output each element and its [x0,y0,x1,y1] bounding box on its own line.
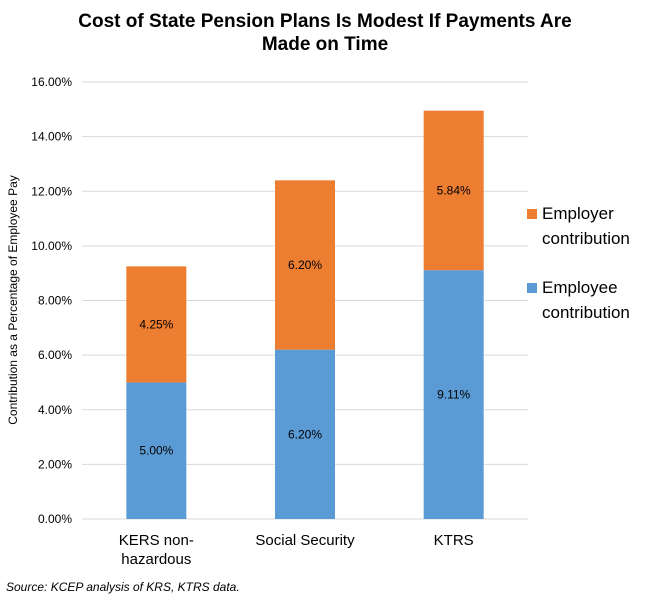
bar-employee-2 [423,270,484,519]
y-tick-label: 16.00% [31,75,72,89]
chart-title-line-1: Cost of State Pension Plans Is Modest If… [78,11,572,32]
x-tick-label-line: Social Security [255,532,355,549]
y-axis-label: Contribution as a Percentage of Employee… [6,175,20,424]
y-tick-label: 2.00% [38,457,72,471]
x-tick-label-line: KERS non- [119,532,194,549]
data-label: 5.84% [437,183,471,197]
legend-swatch [527,283,537,293]
data-label: 6.20% [288,258,322,272]
chart-title: Cost of State Pension Plans Is Modest If… [0,10,650,56]
bar-employee-1 [275,349,335,519]
chart-title-line-2: Made on Time [261,34,389,55]
stacked-bar-chart: 0.00% 2.00% 4.00% 6.00% 8.00% 10.00% 12.00% 14.… [6,75,630,568]
y-tick-label: 10.00% [31,239,72,253]
x-tick-label-line: hazardous [121,551,191,568]
x-tick-label-line: KTRS [434,532,474,549]
legend-label: contribution [542,229,630,248]
x-tick-label: KTRS [434,532,474,549]
x-axis-tick-labels: KERS non-hazardous Social Security KTRS [119,532,474,568]
bar-employer-2 [423,110,484,271]
source-note: Source: KCEP analysis of KRS, KTRS data. [6,580,240,594]
data-label: 5.00% [139,444,173,458]
x-tick-label: KERS non-hazardous [119,532,194,568]
y-axis-tick-labels: 0.00% 2.00% 4.00% 6.00% 8.00% 10.00% 12.00% 14.… [31,75,72,526]
y-tick-label: 12.00% [31,184,72,198]
legend-label: contribution [542,303,630,322]
data-label: 4.25% [139,317,173,331]
legend-label: Employee [542,278,618,297]
legend: Employer contribution Employee contribution [527,204,630,322]
y-tick-label: 0.00% [38,512,72,526]
y-tick-label: 14.00% [31,130,72,144]
y-tick-label: 6.00% [38,348,72,362]
bar-employee-0 [126,382,187,519]
y-tick-label: 8.00% [38,294,72,308]
legend-label: Employer [542,204,614,223]
bar-employer-0 [126,266,187,383]
data-label: 9.11% [437,388,470,402]
x-tick-label: Social Security [255,532,355,549]
legend-swatch [527,209,537,219]
data-label: 6.20% [288,427,322,441]
y-tick-label: 4.00% [38,403,72,417]
bar-employer-1 [275,180,335,350]
bars: 5.00% 4.25% 6.20% 6.20% 9.11% 5.84% [126,110,484,519]
